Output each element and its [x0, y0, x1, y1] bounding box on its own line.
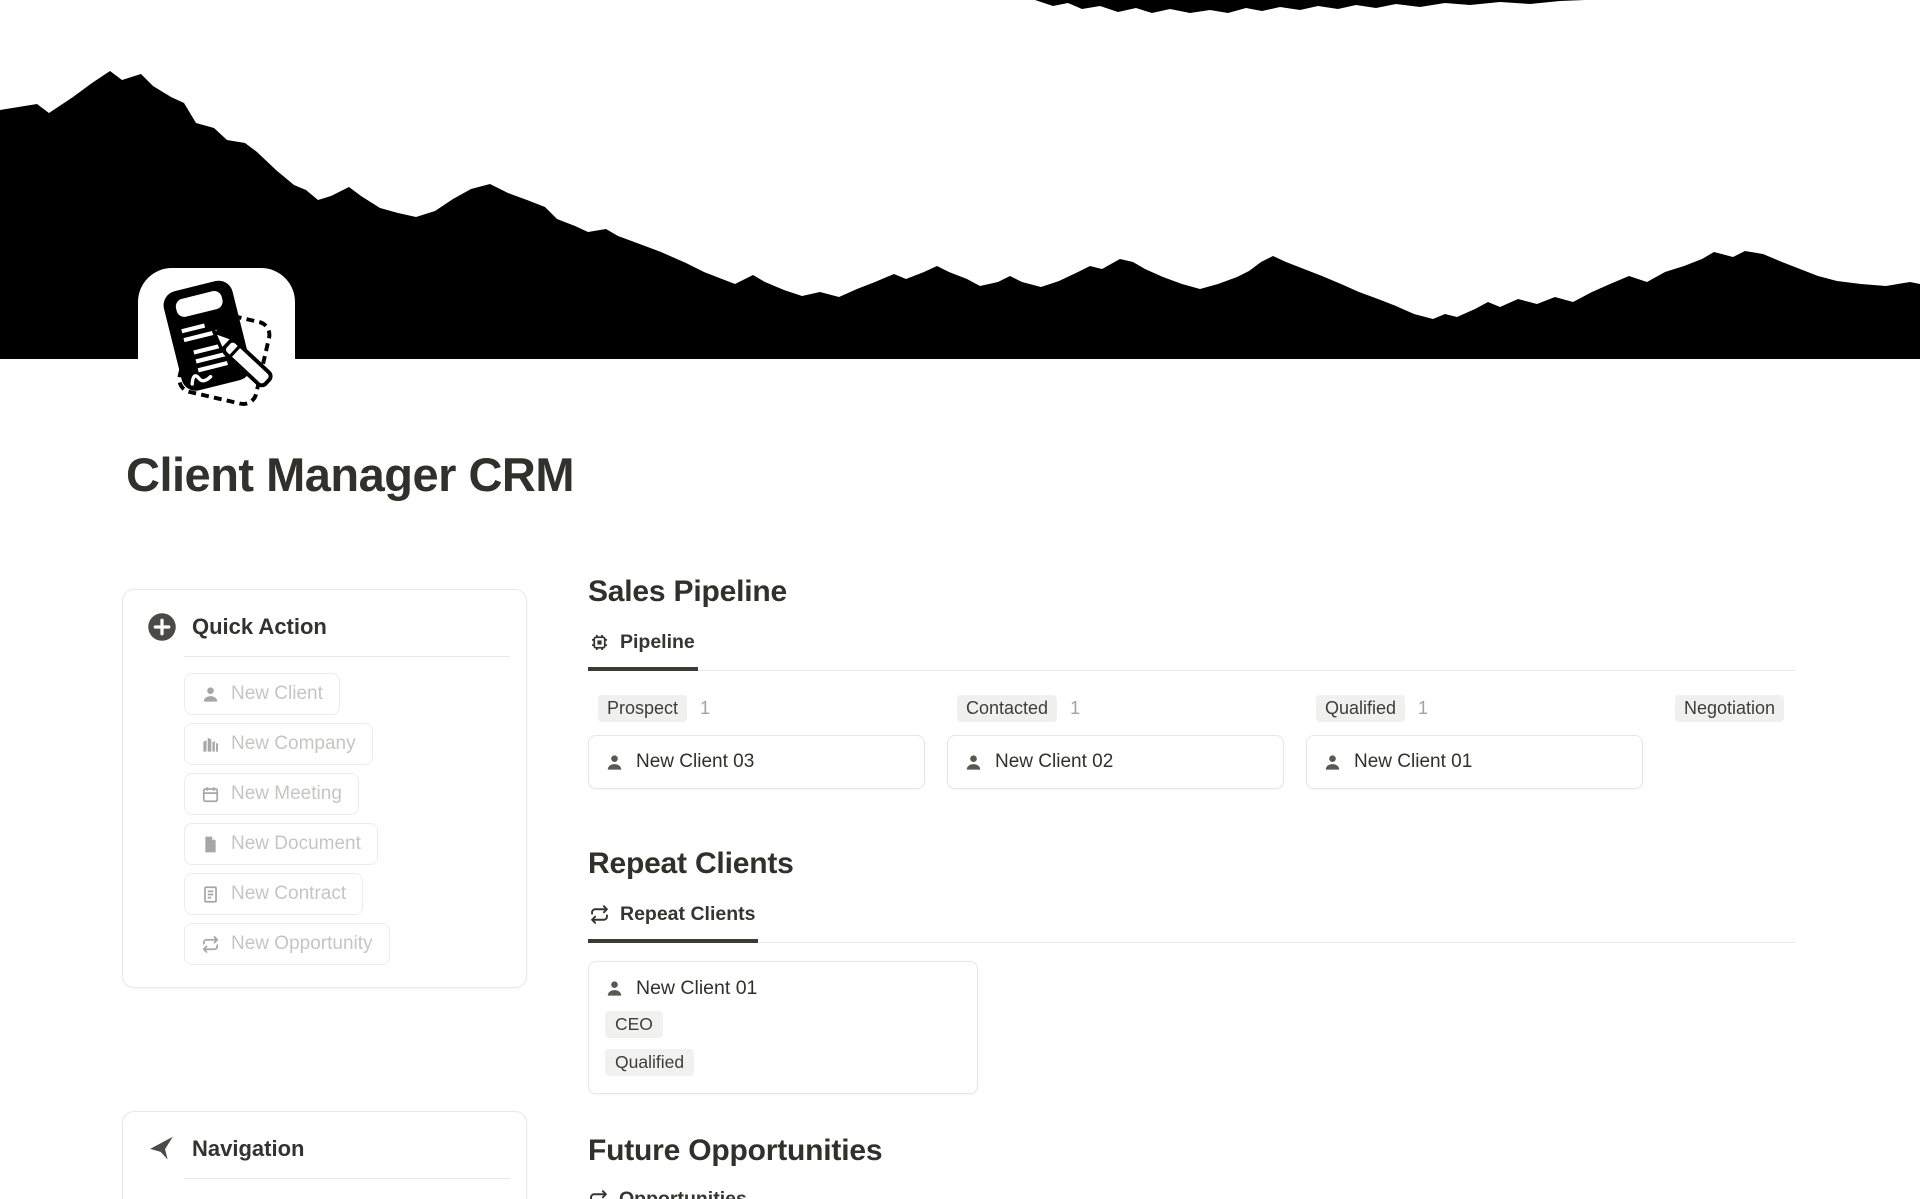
column-name-pill[interactable]: Contacted [957, 695, 1058, 722]
sidebar: Quick Action New Client New Company New … [122, 589, 527, 1199]
page-title: Client Manager CRM [126, 448, 575, 501]
tab-label: Repeat Clients [620, 903, 756, 925]
column-header: Negotiation [1665, 695, 1920, 722]
calendar-icon [202, 786, 219, 802]
repeat-clients-title: Repeat Clients [588, 847, 794, 880]
pipeline-card[interactable]: New Client 03 [588, 735, 925, 789]
card-title-row: New Client 01 [605, 977, 961, 1000]
new-opportunity-button[interactable]: New Opportunity [184, 923, 390, 965]
future-opportunities-section: Future Opportunities Opportunities [588, 1134, 1796, 1199]
kanban-column-qualified: Qualified 1 New Client 01 [1306, 695, 1643, 789]
new-client-button[interactable]: New Client [184, 673, 340, 715]
column-name-pill[interactable]: Prospect [598, 695, 688, 722]
repeat-client-card[interactable]: New Client 01 CEO Qualified [588, 961, 978, 1094]
quick-action-panel: Quick Action New Client New Company New … [122, 589, 527, 988]
button-label: New Meeting [231, 783, 342, 804]
card-title: New Client 02 [995, 751, 1114, 772]
content-area: Quick Action New Client New Company New … [122, 575, 1920, 1199]
column-header: Prospect 1 [588, 695, 925, 722]
navigation-title: Navigation [192, 1136, 305, 1161]
button-label: New Opportunity [231, 933, 373, 954]
pipeline-card[interactable]: New Client 01 [1306, 735, 1643, 789]
navigation-panel: Navigation Clients & Companies [122, 1111, 527, 1199]
person-icon [1325, 754, 1340, 770]
status-tag: Qualified [605, 1049, 695, 1076]
tab-repeat-clients[interactable]: Repeat Clients [588, 903, 759, 943]
card-title: New Client 01 [636, 977, 758, 999]
role-tag: CEO [605, 1011, 663, 1038]
tab-label: Opportunities [619, 1188, 747, 1199]
person-icon [607, 981, 622, 996]
quick-action-header: Quick Action [147, 612, 510, 642]
button-label: New Contract [231, 883, 347, 904]
new-meeting-button[interactable]: New Meeting [184, 773, 359, 815]
person-icon [966, 754, 981, 770]
divider [184, 656, 510, 657]
button-label: New Company [231, 733, 356, 754]
new-company-button[interactable]: New Company [184, 723, 373, 765]
column-header: Contacted 1 [947, 695, 1284, 722]
mountain-silhouette-image [0, 0, 1920, 359]
repeat-icon [590, 1190, 607, 1199]
plus-circle-icon [148, 613, 176, 641]
repeat-icon [202, 935, 219, 953]
pipeline-tabbar: Pipeline [588, 631, 1796, 671]
button-label: New Client [231, 683, 323, 704]
sidebar-item-clients-companies[interactable]: Clients & Companies [184, 1197, 510, 1199]
document-icon [205, 836, 216, 852]
page-icon [138, 268, 295, 425]
new-document-button[interactable]: New Document [184, 823, 378, 865]
buildings-icon [203, 737, 219, 752]
repeat-clients-section: Repeat Clients Repeat Clients New Client… [588, 847, 1796, 1094]
column-header: Qualified 1 [1306, 695, 1643, 722]
divider [184, 1178, 510, 1179]
kanban-column-negotiation: Negotiation [1665, 695, 1920, 789]
tab-label: Pipeline [620, 631, 695, 653]
column-count: 1 [700, 698, 711, 718]
column-name-pill[interactable]: Qualified [1316, 695, 1406, 722]
contract-icon [204, 885, 217, 903]
quick-action-list: New Client New Company New Meeting New D… [184, 673, 510, 965]
pipeline-card[interactable]: New Client 02 [947, 735, 1284, 789]
column-count: 1 [1070, 698, 1081, 718]
quick-action-title: Quick Action [192, 614, 327, 639]
person-icon [203, 686, 218, 702]
column-count: 1 [1418, 698, 1429, 718]
card-title: New Client 03 [636, 751, 755, 772]
person-icon [607, 754, 622, 770]
chip-icon [591, 634, 608, 651]
kanban-column-prospect: Prospect 1 New Client 03 [588, 695, 925, 789]
pipeline-board: Prospect 1 New Client 03 Contacted 1 [588, 695, 1920, 789]
new-contract-button[interactable]: New Contract [184, 873, 364, 915]
sales-pipeline-section: Sales Pipeline Pipeline Prospect 1 New C… [588, 575, 1796, 789]
tab-opportunities[interactable]: Opportunities [588, 1188, 747, 1199]
repeat-icon [591, 905, 608, 924]
navigation-header: Navigation [147, 1134, 510, 1164]
tag-row: Qualified [605, 1049, 961, 1076]
repeat-clients-tabbar: Repeat Clients [588, 903, 1796, 943]
card-title: New Client 01 [1354, 751, 1473, 772]
tag-row: CEO [605, 1011, 961, 1038]
main-area: Sales Pipeline Pipeline Prospect 1 New C… [588, 575, 1796, 1199]
kanban-column-contacted: Contacted 1 New Client 02 [947, 695, 1284, 789]
sales-pipeline-title: Sales Pipeline [588, 575, 787, 608]
page-cover [0, 0, 1920, 425]
future-opportunities-title: Future Opportunities [588, 1134, 883, 1167]
contract-pen-icon [163, 280, 273, 406]
tab-pipeline[interactable]: Pipeline [588, 631, 698, 671]
navigation-arrow-icon [150, 1136, 173, 1160]
sidebar-item-label: Clients & Companies [215, 1197, 392, 1199]
button-label: New Document [231, 833, 361, 854]
column-name-pill[interactable]: Negotiation [1675, 695, 1785, 722]
